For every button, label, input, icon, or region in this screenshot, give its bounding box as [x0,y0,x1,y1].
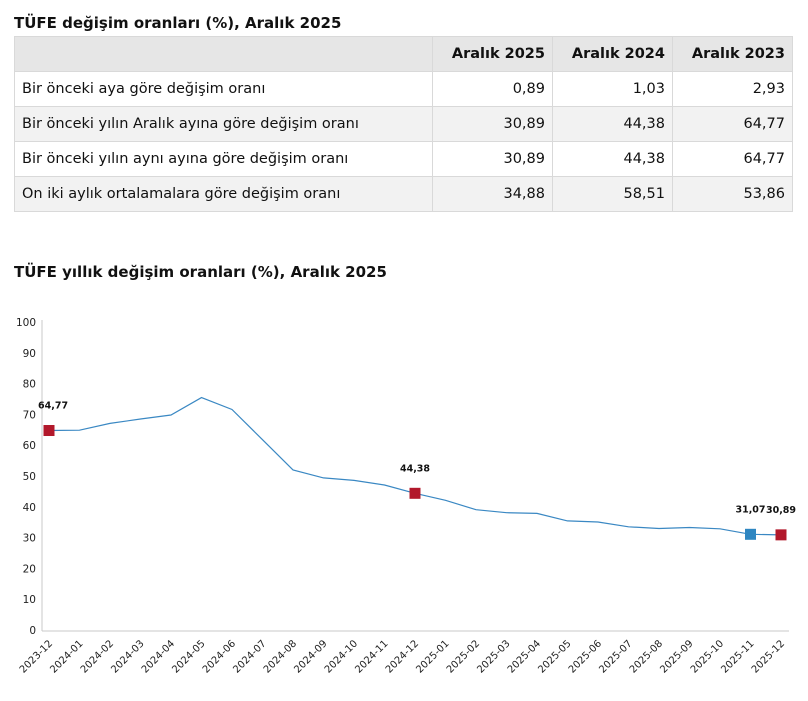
data-label: 30,89 [766,505,796,516]
y-tick-label: 80 [23,379,36,391]
row-value: 0,89 [432,71,553,107]
row-value: 1,03 [552,71,673,107]
data-label: 44,38 [400,463,430,474]
cpi-line-chart: 01020304050607080901002023-122024-012024… [16,317,796,676]
table-row: Bir önceki yılın aynı ayına göre değişim… [14,141,793,177]
row-value: 64,77 [672,141,793,177]
cpi-change-table: Aralık 2025 Aralık 2024 Aralık 2023 Bir … [14,36,793,212]
table-row: On iki aylık ortalamalara göre değişim o… [14,176,793,212]
table-title: TÜFE değişim oranları (%), Aralık 2025 [14,14,342,32]
row-label: Bir önceki yılın Aralık ayına göre değiş… [14,106,433,142]
row-value: 30,89 [432,141,553,177]
table-row: Bir önceki yılın Aralık ayına göre değiş… [14,106,793,142]
y-tick-label: 30 [23,533,36,545]
row-value: 58,51 [552,176,673,212]
header-cell-aralik-2024: Aralık 2024 [552,36,673,72]
row-value: 30,89 [432,106,553,142]
row-value: 53,86 [672,176,793,212]
chart-title: TÜFE yıllık değişim oranları (%), Aralık… [14,263,387,281]
row-value: 34,88 [432,176,553,212]
y-tick-label: 100 [16,317,36,329]
data-point-marker [775,529,787,541]
y-tick-label: 50 [23,471,36,483]
data-label: 31,07 [735,504,765,515]
y-tick-label: 0 [29,625,36,637]
y-tick-label: 70 [23,409,36,421]
data-point-marker [409,487,421,499]
table-header-row: Aralık 2025 Aralık 2024 Aralık 2023 [14,36,793,72]
y-tick-label: 40 [23,502,36,514]
header-cell-aralik-2025: Aralık 2025 [432,36,553,72]
y-tick-label: 10 [23,594,36,606]
x-tick-label: 2025-12 [750,638,787,675]
row-label: On iki aylık ortalamalara göre değişim o… [14,176,433,212]
header-cell-blank [14,36,433,72]
row-value: 44,38 [552,106,673,142]
data-point-marker [43,425,55,437]
y-tick-label: 90 [23,348,36,360]
row-label: Bir önceki aya göre değişim oranı [14,71,433,107]
row-value: 44,38 [552,141,673,177]
header-cell-aralik-2023: Aralık 2023 [672,36,793,72]
row-label: Bir önceki yılın aynı ayına göre değişim… [14,141,433,177]
y-tick-label: 20 [23,563,36,575]
data-point-marker [745,528,756,540]
row-value: 2,93 [672,71,793,107]
y-tick-label: 60 [23,440,36,452]
table-row: Bir önceki aya göre değişim oranı 0,89 1… [14,71,793,107]
row-value: 64,77 [672,106,793,142]
data-label: 64,77 [38,401,68,412]
